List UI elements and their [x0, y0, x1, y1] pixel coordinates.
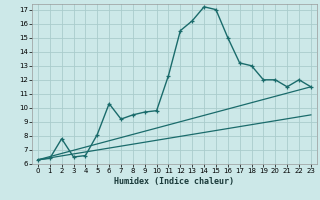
X-axis label: Humidex (Indice chaleur): Humidex (Indice chaleur)	[115, 177, 234, 186]
